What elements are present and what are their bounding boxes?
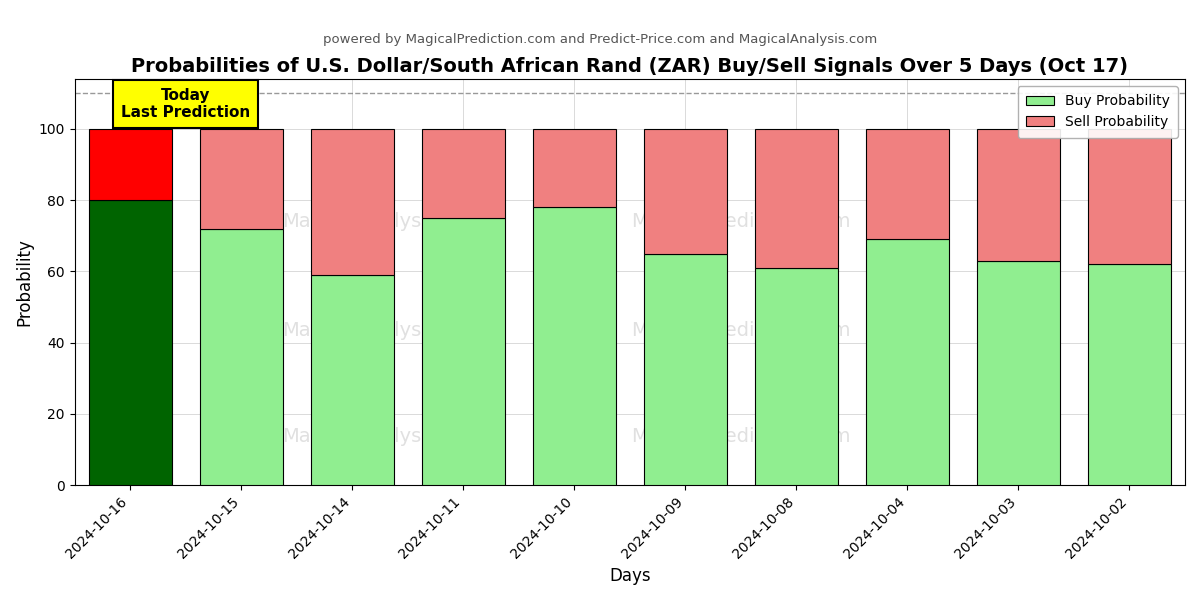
Bar: [755, 268, 838, 485]
Bar: [199, 229, 283, 485]
Bar: [533, 129, 616, 207]
Y-axis label: Probability: Probability: [16, 238, 34, 326]
Text: MagicalPrediction.com: MagicalPrediction.com: [631, 322, 851, 340]
Bar: [89, 129, 172, 200]
Bar: [865, 129, 949, 239]
Text: powered by MagicalPrediction.com and Predict-Price.com and MagicalAnalysis.com: powered by MagicalPrediction.com and Pre…: [323, 32, 877, 46]
X-axis label: Days: Days: [610, 567, 650, 585]
Bar: [1088, 129, 1171, 264]
Bar: [865, 239, 949, 485]
Bar: [421, 129, 505, 218]
Bar: [533, 207, 616, 485]
Bar: [1088, 264, 1171, 485]
Bar: [755, 129, 838, 268]
Bar: [643, 129, 727, 254]
Bar: [421, 218, 505, 485]
Bar: [977, 129, 1060, 260]
Text: MagicalPrediction.com: MagicalPrediction.com: [631, 212, 851, 230]
Text: MagicalAnalysis.co: MagicalAnalysis.co: [282, 427, 467, 446]
Bar: [199, 129, 283, 229]
Text: MagicalAnalysis.co: MagicalAnalysis.co: [282, 322, 467, 340]
Bar: [311, 129, 394, 275]
Text: MagicalAnalysis.co: MagicalAnalysis.co: [282, 212, 467, 230]
Bar: [643, 254, 727, 485]
Bar: [89, 200, 172, 485]
Text: MagicalPrediction.com: MagicalPrediction.com: [631, 427, 851, 446]
Bar: [977, 260, 1060, 485]
Text: Today
Last Prediction: Today Last Prediction: [121, 88, 251, 120]
Title: Probabilities of U.S. Dollar/South African Rand (ZAR) Buy/Sell Signals Over 5 Da: Probabilities of U.S. Dollar/South Afric…: [131, 57, 1128, 76]
Bar: [311, 275, 394, 485]
Legend: Buy Probability, Sell Probability: Buy Probability, Sell Probability: [1018, 86, 1178, 137]
